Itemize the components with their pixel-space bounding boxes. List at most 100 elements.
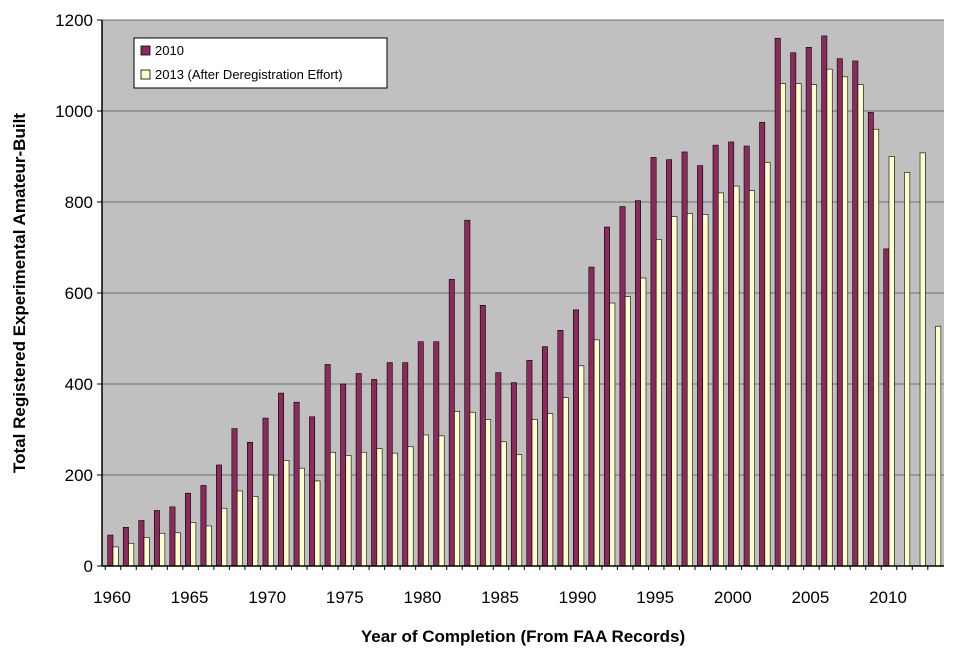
bar-2013-1983 <box>469 411 476 567</box>
bar-2013-1987 <box>531 419 538 567</box>
bar-2013-1991 <box>593 339 600 567</box>
bar-2010-2001 <box>743 145 750 567</box>
bar-2010-1978 <box>386 362 393 567</box>
bar-2013-1998 <box>702 213 709 567</box>
bar-2010-1973 <box>309 416 316 567</box>
x-axis-title: Year of Completion (From FAA Records) <box>361 627 685 646</box>
bar-2010-1985 <box>495 372 502 567</box>
y-axis-title: Total Registered Experimental Amateur-Bu… <box>10 113 29 473</box>
bar-2013-2012 <box>919 152 926 567</box>
bar-2013-1980 <box>423 434 429 567</box>
y-tick-label-600: 600 <box>65 284 93 303</box>
bar-2010-2004 <box>790 52 797 567</box>
bar-2010-2003 <box>774 37 781 567</box>
bar-2013-1999 <box>717 192 724 567</box>
bar-2013-2002 <box>764 162 771 567</box>
bar-2010-1967 <box>216 464 222 567</box>
x-tick-label-2005: 2005 <box>791 588 829 607</box>
x-tick-label-1960: 1960 <box>93 588 131 607</box>
bar-2010-2010 <box>883 248 890 567</box>
bar-2010-1991 <box>588 266 595 567</box>
gridlines <box>102 19 944 476</box>
bar-2013-1972 <box>298 467 305 567</box>
y-tick-label-400: 400 <box>65 375 93 394</box>
legend-swatch-2010 <box>140 45 151 56</box>
legend-label-2010: 2010 <box>155 43 184 58</box>
y-tick-label-1200: 1200 <box>55 11 93 30</box>
bar-2013-1981 <box>438 435 445 567</box>
bar-2010-1962 <box>138 520 145 567</box>
x-ticks: 1960 1965 1970 1975 1980 1985 1990 1995 2000 2005… <box>93 566 929 607</box>
bar-2013-2004 <box>795 83 802 567</box>
bar-2010-1980 <box>417 341 424 567</box>
bar-2010-1971 <box>278 392 285 567</box>
legend: 2010 2013 (After Deregistration Effort) <box>133 37 388 89</box>
bar-2013-1979 <box>407 446 414 567</box>
bar-2013-2000 <box>733 185 740 567</box>
legend-label-2013: 2013 (After Deregistration Effort) <box>155 67 343 82</box>
x-tick-label-1970: 1970 <box>248 588 286 607</box>
bar-2013-2009 <box>873 128 880 567</box>
x-tick-label-1965: 1965 <box>171 588 209 607</box>
bar-2010-2000 <box>728 141 735 567</box>
bar-2010-1975 <box>340 383 347 567</box>
x-tick-label-1980: 1980 <box>403 588 441 607</box>
bar-2010-1988 <box>541 346 548 567</box>
bar-2013-2003 <box>780 83 786 567</box>
bar-2010-1972 <box>293 401 300 567</box>
bar-2013-1988 <box>547 413 554 567</box>
bar-2013-1969 <box>252 496 259 567</box>
bar-2010-1984 <box>479 304 486 567</box>
bar-2013-1971 <box>283 460 290 567</box>
bar-2013-2010 <box>888 156 895 567</box>
bar-2013-1985 <box>500 441 507 567</box>
bar-2013-1993 <box>624 296 631 567</box>
x-tick-label-1990: 1990 <box>559 588 597 607</box>
bar-2013-1975 <box>345 455 352 567</box>
bar-2010-1997 <box>681 151 688 567</box>
bar-2010-1960 <box>107 534 114 567</box>
bar-2010-1982 <box>448 279 455 567</box>
bar-2010-1993 <box>619 206 626 567</box>
bar-2010-1990 <box>572 309 579 567</box>
bar-2013-1992 <box>609 302 616 567</box>
bar-2013-1974 <box>329 451 336 567</box>
bar-2010-1974 <box>324 364 331 567</box>
bar-2013-1962 <box>143 537 150 567</box>
bar-2010-1961 <box>122 527 129 567</box>
bar-2010-2002 <box>759 122 766 567</box>
y-tick-label-800: 800 <box>65 193 93 212</box>
bar-2010-1989 <box>557 330 564 567</box>
bar-2010-1998 <box>697 165 704 567</box>
bar-2010-1999 <box>712 144 719 567</box>
bars <box>107 35 942 567</box>
x-tick-label-2010: 2010 <box>869 588 907 607</box>
bar-2013-1967 <box>221 507 228 567</box>
y-tick-label-200: 200 <box>65 466 93 485</box>
bar-2010-1981 <box>433 341 440 567</box>
bar-2010-1996 <box>666 159 673 567</box>
bar-2013-1968 <box>236 490 243 567</box>
bar-2013-1997 <box>686 213 693 567</box>
y-tick-label-0: 0 <box>84 557 93 576</box>
bar-2013-2011 <box>904 172 911 567</box>
bar-2013-2013 <box>935 325 942 567</box>
x-tick-label-2000: 2000 <box>714 588 752 607</box>
legend-swatch-2013 <box>140 69 151 80</box>
bar-2010-1994 <box>635 200 641 567</box>
bar-2013-1995 <box>655 239 662 567</box>
bar-2013-1965 <box>190 522 197 567</box>
legend-box <box>133 37 388 89</box>
bar-2013-2005 <box>811 84 818 567</box>
bar-2010-1969 <box>247 441 253 567</box>
bar-2013-2007 <box>842 76 849 567</box>
bar-2010-2005 <box>805 46 812 567</box>
bar-2013-2001 <box>749 190 755 567</box>
bar-2010-1970 <box>262 417 269 567</box>
bar-2013-1964 <box>174 532 181 567</box>
y-ticks: 0 200 400 600 800 1000 1200 <box>55 11 102 576</box>
bar-2010-1965 <box>185 492 191 567</box>
bar-2010-1963 <box>153 510 160 567</box>
